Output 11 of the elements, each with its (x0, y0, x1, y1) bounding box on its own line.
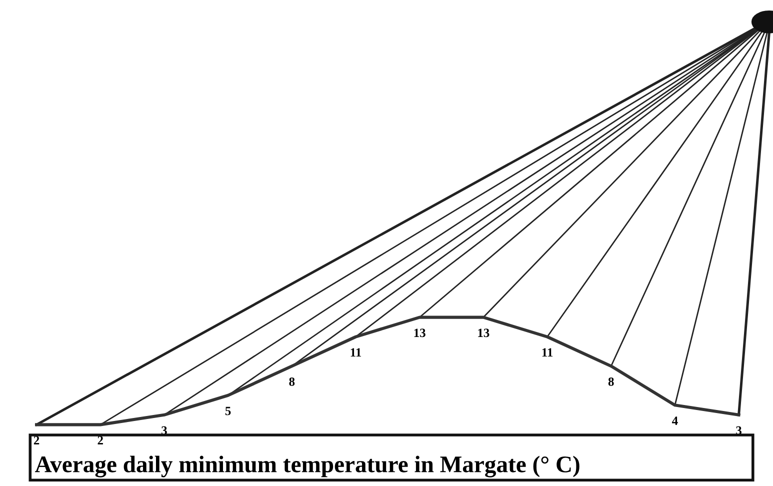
data-label: 2 (98, 436, 103, 444)
data-label: 11 (542, 348, 553, 356)
data-label: 8 (608, 377, 614, 386)
data-label: 8 (289, 377, 295, 386)
data-label: 13 (414, 328, 426, 338)
data-label: 5 (225, 406, 231, 416)
text: Average daily minimum temperature in Margate (° C) (35, 456, 580, 478)
data-label: 4 (672, 416, 678, 425)
data-label: 13 (478, 328, 490, 338)
data-label: 11 (350, 348, 361, 356)
data-label: 2 (34, 436, 40, 444)
